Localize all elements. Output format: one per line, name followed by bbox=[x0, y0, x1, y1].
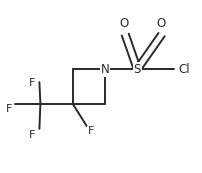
Text: F: F bbox=[6, 104, 12, 114]
Text: O: O bbox=[120, 17, 129, 30]
Text: Cl: Cl bbox=[179, 63, 190, 76]
Text: F: F bbox=[88, 126, 94, 136]
Text: O: O bbox=[156, 17, 165, 30]
Text: F: F bbox=[29, 78, 35, 88]
Text: F: F bbox=[29, 130, 35, 140]
Text: S: S bbox=[134, 63, 141, 76]
Text: N: N bbox=[101, 63, 109, 76]
